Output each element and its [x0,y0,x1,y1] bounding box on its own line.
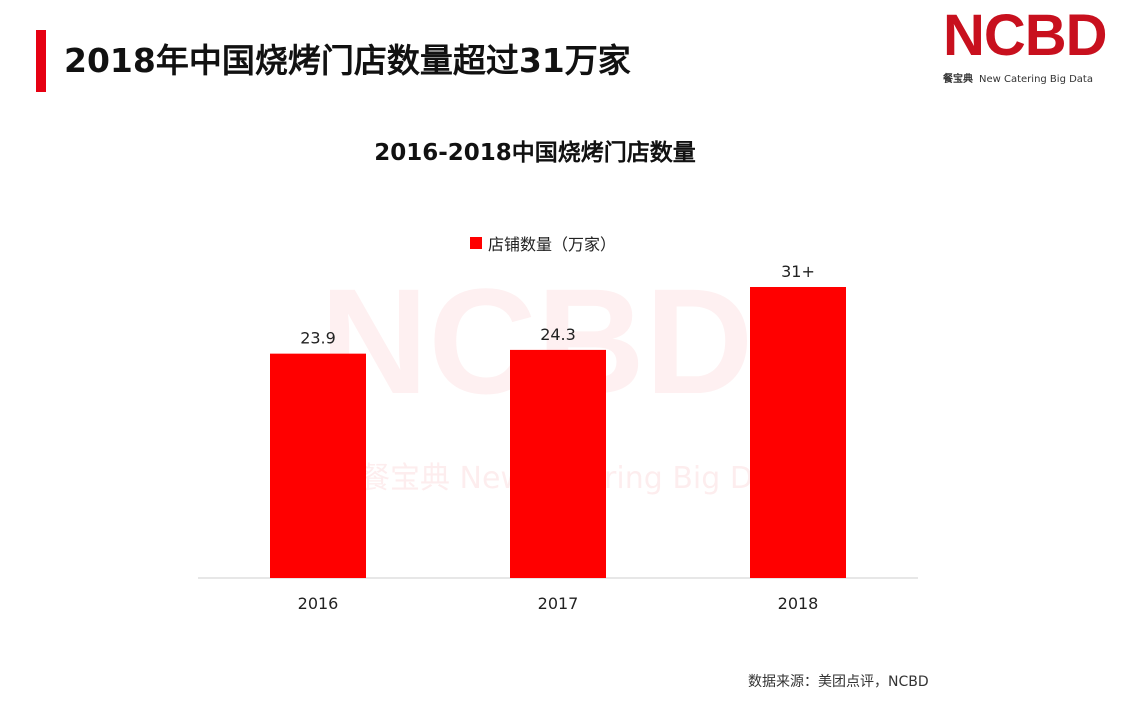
bar-2017 [510,349,606,578]
logo-tagline: 餐宝典 New Catering Big Data [943,70,1108,85]
data-source-note: 数据来源：美团点评，NCBD [748,674,929,690]
data-label-2017: 24.3 [540,325,576,344]
page-title: 2018年中国烧烤门店数量超过31万家 [64,41,631,80]
chart-legend: 店铺数量（万家） [470,231,616,255]
data-label-2016: 23.9 [300,329,336,348]
logo-tag-en: New Catering Big Data [979,74,1093,85]
data-label-2018: 31+ [781,262,815,281]
bar-2016 [270,353,366,578]
bar-2018 [750,287,846,578]
ncbd-logo: NCBD 餐宝典 New Catering Big Data [943,3,1108,86]
legend-label: 店铺数量（万家） [488,235,617,254]
logo-wordmark: NCBD [943,3,1108,68]
x-tick-label-2016: 2016 [298,594,339,613]
legend-swatch [470,237,482,249]
logo-tag-zh: 餐宝典 [943,74,973,85]
chart-title: 2016-2018中国烧烤门店数量 [374,140,696,166]
title-accent-bar [36,30,46,92]
x-tick-label-2018: 2018 [778,594,819,613]
x-tick-label-2017: 2017 [538,594,579,613]
